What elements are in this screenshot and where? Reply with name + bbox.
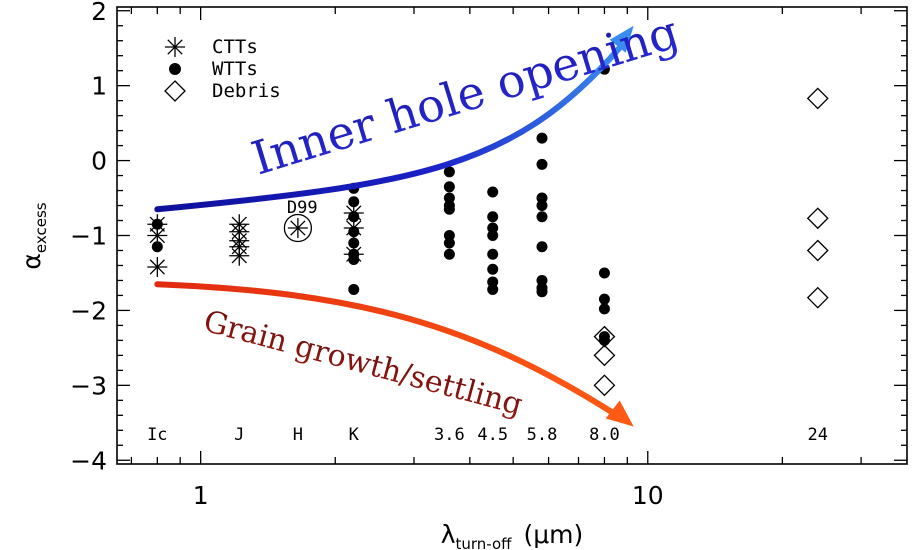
band-label: 8.0 bbox=[589, 425, 620, 445]
inner-hole-arrowhead bbox=[609, 25, 634, 53]
ctt-point bbox=[147, 256, 168, 277]
band-label: J bbox=[234, 425, 244, 445]
band-label: K bbox=[349, 425, 360, 445]
y-tick-label: −1 bbox=[70, 222, 107, 251]
y-tick-label: 0 bbox=[91, 147, 107, 176]
wtt-point bbox=[487, 263, 499, 275]
debris-point bbox=[593, 374, 616, 397]
band-label: 24 bbox=[808, 425, 828, 445]
legend-marker-wtts bbox=[169, 63, 181, 75]
wtt-point bbox=[151, 241, 163, 253]
grain-growth-label: Grain growth/settling bbox=[200, 304, 526, 423]
debris-point bbox=[806, 286, 829, 309]
x-axis-label: λturn-off (μm) bbox=[441, 520, 584, 550]
y-tick-label: −2 bbox=[70, 296, 107, 325]
x-tick-label: 10 bbox=[632, 481, 664, 510]
wtt-point bbox=[348, 253, 360, 265]
band-label: 4.5 bbox=[477, 425, 508, 445]
grain-growth-arrowhead bbox=[605, 400, 634, 427]
wtt-point bbox=[487, 248, 499, 260]
legend-label: CTTs bbox=[212, 36, 258, 58]
debris-point bbox=[806, 239, 829, 262]
wtt-point bbox=[536, 200, 548, 212]
band-label: 3.6 bbox=[434, 425, 465, 445]
legend-label: Debris bbox=[212, 80, 281, 102]
x-tick-label: 1 bbox=[193, 481, 209, 510]
wtt-point bbox=[348, 283, 360, 295]
point-label-d99: D99 bbox=[287, 198, 318, 218]
wtt-point bbox=[598, 293, 610, 305]
wtt-point bbox=[536, 286, 548, 298]
inner-hole-arrow bbox=[154, 44, 623, 213]
wtt-point bbox=[598, 331, 610, 343]
band-label: H bbox=[293, 425, 303, 445]
wtt-point bbox=[348, 226, 360, 238]
y-tick-label: −4 bbox=[70, 446, 107, 475]
wtt-point bbox=[536, 132, 548, 144]
debris-point bbox=[806, 87, 829, 110]
band-label: Ic bbox=[147, 425, 167, 445]
wtt-point bbox=[151, 218, 163, 230]
wtt-point bbox=[348, 237, 360, 249]
wtt-point bbox=[443, 166, 455, 178]
wtt-point bbox=[443, 237, 455, 249]
debris-point bbox=[806, 207, 829, 230]
wtt-point bbox=[598, 267, 610, 279]
wtt-point bbox=[443, 181, 455, 193]
wtt-point bbox=[348, 196, 360, 208]
legend-label: WTTs bbox=[212, 58, 258, 80]
wtt-point bbox=[443, 248, 455, 260]
y-axis-label: αexcess bbox=[17, 202, 50, 269]
wtt-point bbox=[536, 211, 548, 223]
y-tick-label: 2 bbox=[91, 0, 107, 26]
y-tick-label: −3 bbox=[70, 371, 107, 400]
wtt-point bbox=[598, 303, 610, 315]
band-label: 5.8 bbox=[527, 425, 558, 445]
debris-point bbox=[593, 325, 616, 348]
wtt-point bbox=[487, 283, 499, 295]
wtt-point bbox=[487, 230, 499, 241]
ctt-point bbox=[229, 245, 250, 266]
wtt-point bbox=[443, 203, 455, 215]
wtt-point bbox=[348, 211, 360, 223]
wtt-point bbox=[487, 186, 499, 198]
wtt-point bbox=[536, 241, 548, 253]
wtt-point bbox=[536, 158, 548, 170]
y-tick-label: 1 bbox=[91, 72, 107, 101]
d99-point bbox=[283, 213, 313, 243]
grain-growth-arrow bbox=[154, 281, 619, 418]
legend-marker-debris bbox=[164, 80, 186, 102]
debris-point bbox=[593, 344, 616, 367]
wtt-point bbox=[487, 211, 499, 223]
legend-marker-ctts bbox=[165, 37, 185, 57]
